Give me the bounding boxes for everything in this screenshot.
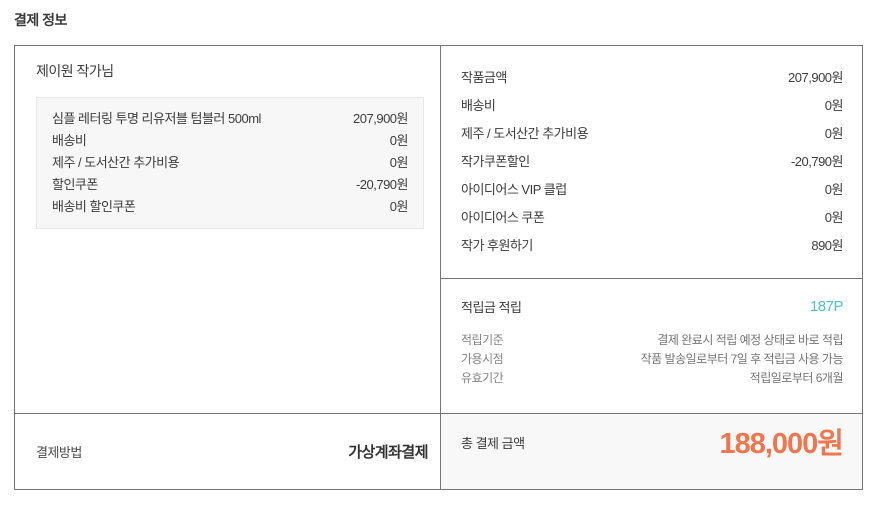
summary-shipping-value: 0원 <box>824 97 844 113</box>
item-row-shipping-fee: 배송비 0원 <box>52 130 409 152</box>
idus-coupon-label: 아이디어스 쿠폰 <box>461 209 545 225</box>
points-validity-value: 적립일로부터 6개월 <box>749 371 844 385</box>
island-surcharge-label: 제주 / 도서산간 추가비용 <box>52 155 180 170</box>
shipping-fee-label: 배송비 <box>52 133 87 148</box>
discount-coupon-label: 할인쿠폰 <box>52 177 98 192</box>
points-detail-basis: 적립기준 결제 완료시 적립 예정 상태로 바로 적립 <box>461 331 843 350</box>
product-price: 207,900원 <box>353 111 408 126</box>
points-validity-label: 유효기간 <box>461 371 504 385</box>
seller-name: 제이원 작가님 <box>36 63 114 79</box>
points-row: 적립금 적립 187P <box>461 294 844 318</box>
summary-row-vip-club: 아이디어스 VIP 클럽 0원 <box>461 174 844 202</box>
summary-row-artist-coupon: 작가쿠폰할인 -20,790원 <box>461 146 844 174</box>
artwork-amount-value: 207,900원 <box>788 69 843 85</box>
points-section: 적립금 적립 187P 적립기준 결제 완료시 적립 예정 상태로 바로 적립 … <box>441 278 862 402</box>
discount-coupon-value: -20,790원 <box>355 177 409 192</box>
summary-row-artwork-amount: 작품금액 207,900원 <box>461 62 843 90</box>
payment-method-row: 결제방법 가상계좌결제 <box>15 413 440 489</box>
total-payment-section: 총 결제 금액 188,000원 <box>441 413 862 489</box>
vip-club-label: 아이디어스 VIP 클럽 <box>461 181 567 197</box>
points-detail-validity: 유효기간 적립일로부터 6개월 <box>461 369 844 388</box>
points-details: 적립기준 결제 완료시 적립 예정 상태로 바로 적립 가용시점 작품 발송일로… <box>461 331 844 388</box>
points-basis-label: 적립기준 <box>461 333 504 347</box>
item-row-discount-coupon: 할인쿠폰 -20,790원 <box>52 174 409 196</box>
shipping-coupon-value: 0원 <box>389 199 409 214</box>
idus-coupon-value: 0원 <box>824 209 844 225</box>
summary-row-island-surcharge: 제주 / 도서산간 추가비용 0원 <box>461 118 844 146</box>
summary-island-label: 제주 / 도서산간 추가비용 <box>461 125 589 141</box>
page-title: 결제 정보 <box>14 12 67 28</box>
points-availability-label: 가용시점 <box>461 352 504 366</box>
summary-row-artist-support: 작가 후원하기 890원 <box>461 230 843 258</box>
product-name: 심플 레터링 투명 리유저블 텀블러 500ml <box>52 111 261 126</box>
points-availability-value: 작품 발송일로부터 7일 후 적립금 사용 가능 <box>640 352 844 366</box>
artist-coupon-value: -20,790원 <box>790 153 844 169</box>
summary-panel: 작품금액 207,900원 배송비 0원 제주 / 도서산간 추가비용 0원 작… <box>441 46 862 489</box>
total-payment-value: 188,000원 <box>719 428 844 460</box>
payment-method-label: 결제방법 <box>36 445 82 460</box>
points-value: 187P <box>809 297 844 315</box>
shipping-fee-value: 0원 <box>389 133 409 148</box>
total-payment-label: 총 결제 금액 <box>461 436 525 451</box>
payment-method-value: 가상계좌결제 <box>348 444 428 461</box>
artist-coupon-label: 작가쿠폰할인 <box>461 153 530 169</box>
island-surcharge-value: 0원 <box>389 155 409 170</box>
artwork-amount-label: 작품금액 <box>461 69 507 85</box>
points-label: 적립금 적립 <box>461 299 522 315</box>
artist-support-value: 890원 <box>811 237 843 253</box>
summary-row-shipping-fee: 배송비 0원 <box>461 90 844 118</box>
shipping-coupon-label: 배송비 할인쿠폰 <box>52 199 136 214</box>
points-basis-value: 결제 완료시 적립 예정 상태로 바로 적립 <box>657 333 843 347</box>
item-row-island-surcharge: 제주 / 도서산간 추가비용 0원 <box>52 152 409 174</box>
summary-rows: 작품금액 207,900원 배송비 0원 제주 / 도서산간 추가비용 0원 작… <box>441 46 862 258</box>
seller-panel: 제이원 작가님 심플 레터링 투명 리유저블 텀블러 500ml 207,900… <box>15 46 441 489</box>
summary-shipping-label: 배송비 <box>461 97 496 113</box>
artist-support-label: 작가 후원하기 <box>461 237 533 253</box>
summary-row-idus-coupon: 아이디어스 쿠폰 0원 <box>461 202 844 230</box>
vip-club-value: 0원 <box>824 181 844 197</box>
item-row-shipping-coupon: 배송비 할인쿠폰 0원 <box>52 196 409 218</box>
order-items-box: 심플 레터링 투명 리유저블 텀블러 500ml 207,900원 배송비 0원… <box>36 97 424 229</box>
payment-summary-box: 제이원 작가님 심플 레터링 투명 리유저블 텀블러 500ml 207,900… <box>14 45 863 490</box>
points-detail-availability: 가용시점 작품 발송일로부터 7일 후 적립금 사용 가능 <box>461 350 844 369</box>
summary-island-value: 0원 <box>824 125 844 141</box>
item-row-product: 심플 레터링 투명 리유저블 텀블러 500ml 207,900원 <box>52 108 408 130</box>
